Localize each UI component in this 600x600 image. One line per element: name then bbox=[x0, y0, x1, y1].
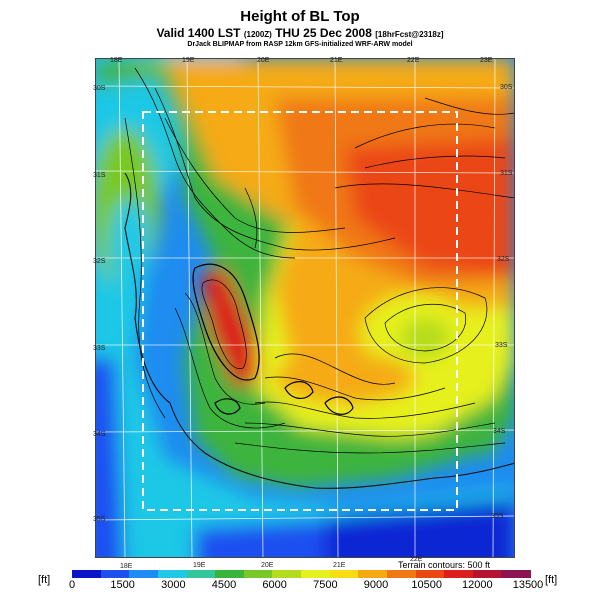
lat-label-right: 35S bbox=[491, 513, 504, 520]
lat-label-left: 32S bbox=[93, 258, 106, 265]
colorbar-swatch bbox=[472, 570, 502, 578]
colorbar-label: 9000 bbox=[363, 579, 389, 591]
lat-label-left: 34S bbox=[93, 431, 106, 438]
terrain-contours bbox=[124, 67, 515, 454]
lat-label-right: 33S bbox=[495, 342, 508, 349]
colorbar-swatch bbox=[272, 570, 302, 578]
lat-lon-grid bbox=[95, 58, 515, 558]
map-subtitle: Valid 1400 LST (1200Z) THU 25 Dec 2008 [… bbox=[0, 26, 600, 40]
colorbar-swatch bbox=[358, 570, 388, 578]
inner-domain-box bbox=[142, 111, 458, 511]
lat-label-right: 32S bbox=[497, 256, 510, 263]
colorbar-swatch bbox=[186, 570, 216, 578]
lon-label-top: 19E bbox=[182, 57, 195, 64]
lon-label-top: 23E bbox=[480, 57, 493, 64]
colorbar-label: 1500 bbox=[110, 579, 135, 591]
lat-label-left: 33S bbox=[93, 345, 106, 352]
lat-label-left: 31S bbox=[93, 172, 106, 179]
lat-label-left: 35S bbox=[93, 516, 106, 523]
lon-label-top: 18E bbox=[110, 57, 123, 64]
map-canvas bbox=[95, 58, 515, 558]
colorbar-swatch bbox=[100, 570, 130, 578]
colorbar-swatch bbox=[444, 570, 474, 578]
colorbar-swatch bbox=[329, 570, 359, 578]
colorbar-label: 0 bbox=[68, 579, 76, 591]
colorbar-swatch bbox=[501, 570, 531, 578]
colorbar-swatch bbox=[301, 570, 331, 578]
lat-label-right: 31S bbox=[500, 170, 513, 177]
lon-label-bottom: 18E bbox=[120, 563, 133, 570]
colorbar-swatch bbox=[129, 570, 159, 578]
model-credit: DrJack BLIPMAP from RASP 12km GFS-initia… bbox=[187, 41, 413, 48]
forecast-tag: [18hrFcst@2318z] bbox=[375, 30, 444, 39]
valid-time: Valid 1400 LST bbox=[156, 26, 241, 40]
lon-label-bottom: 21E bbox=[333, 562, 346, 569]
lat-label-right: 30S bbox=[500, 84, 513, 91]
lat-label-left: 30S bbox=[93, 85, 106, 92]
lon-label-top: 22E bbox=[407, 57, 420, 64]
colorbar-swatch bbox=[386, 570, 416, 578]
colorbar-swatch bbox=[243, 570, 273, 578]
valid-date: THU 25 Dec 2008 bbox=[275, 26, 372, 40]
colorbar-swatch bbox=[215, 570, 245, 578]
map-title: Height of BL Top bbox=[240, 8, 360, 25]
colorbar-label: 13500 bbox=[512, 579, 544, 591]
colorbar-unit-right: [ft] bbox=[545, 574, 558, 586]
lon-label-bottom: 20E bbox=[261, 562, 274, 569]
colorbar-swatch bbox=[415, 570, 445, 578]
lat-label-right: 34S bbox=[493, 428, 506, 435]
bl-top-map bbox=[95, 58, 515, 558]
colorbar bbox=[72, 570, 531, 578]
lon-label-top: 21E bbox=[330, 57, 343, 64]
colorbar-label: 10500 bbox=[411, 579, 442, 591]
coastline bbox=[124, 172, 515, 489]
colorbar-label: 4500 bbox=[211, 579, 237, 591]
colorbar-unit-left: [ft] bbox=[38, 574, 51, 586]
colorbar-label: 6000 bbox=[262, 579, 287, 591]
lon-label-top: 20E bbox=[257, 57, 270, 64]
colorbar-swatch bbox=[72, 570, 102, 578]
colorbar-label: 12000 bbox=[462, 579, 493, 591]
colorbar-label: 3000 bbox=[161, 579, 186, 591]
terrain-contour-note: Terrain contours: 500 ft bbox=[398, 560, 491, 570]
colorbar-label: 7500 bbox=[313, 579, 338, 591]
lon-label-bottom: 19E bbox=[193, 562, 206, 569]
utc-time: (1200Z) bbox=[243, 30, 272, 39]
lon-label-bottom: 22E bbox=[410, 556, 423, 563]
colorbar-swatch bbox=[157, 570, 187, 578]
